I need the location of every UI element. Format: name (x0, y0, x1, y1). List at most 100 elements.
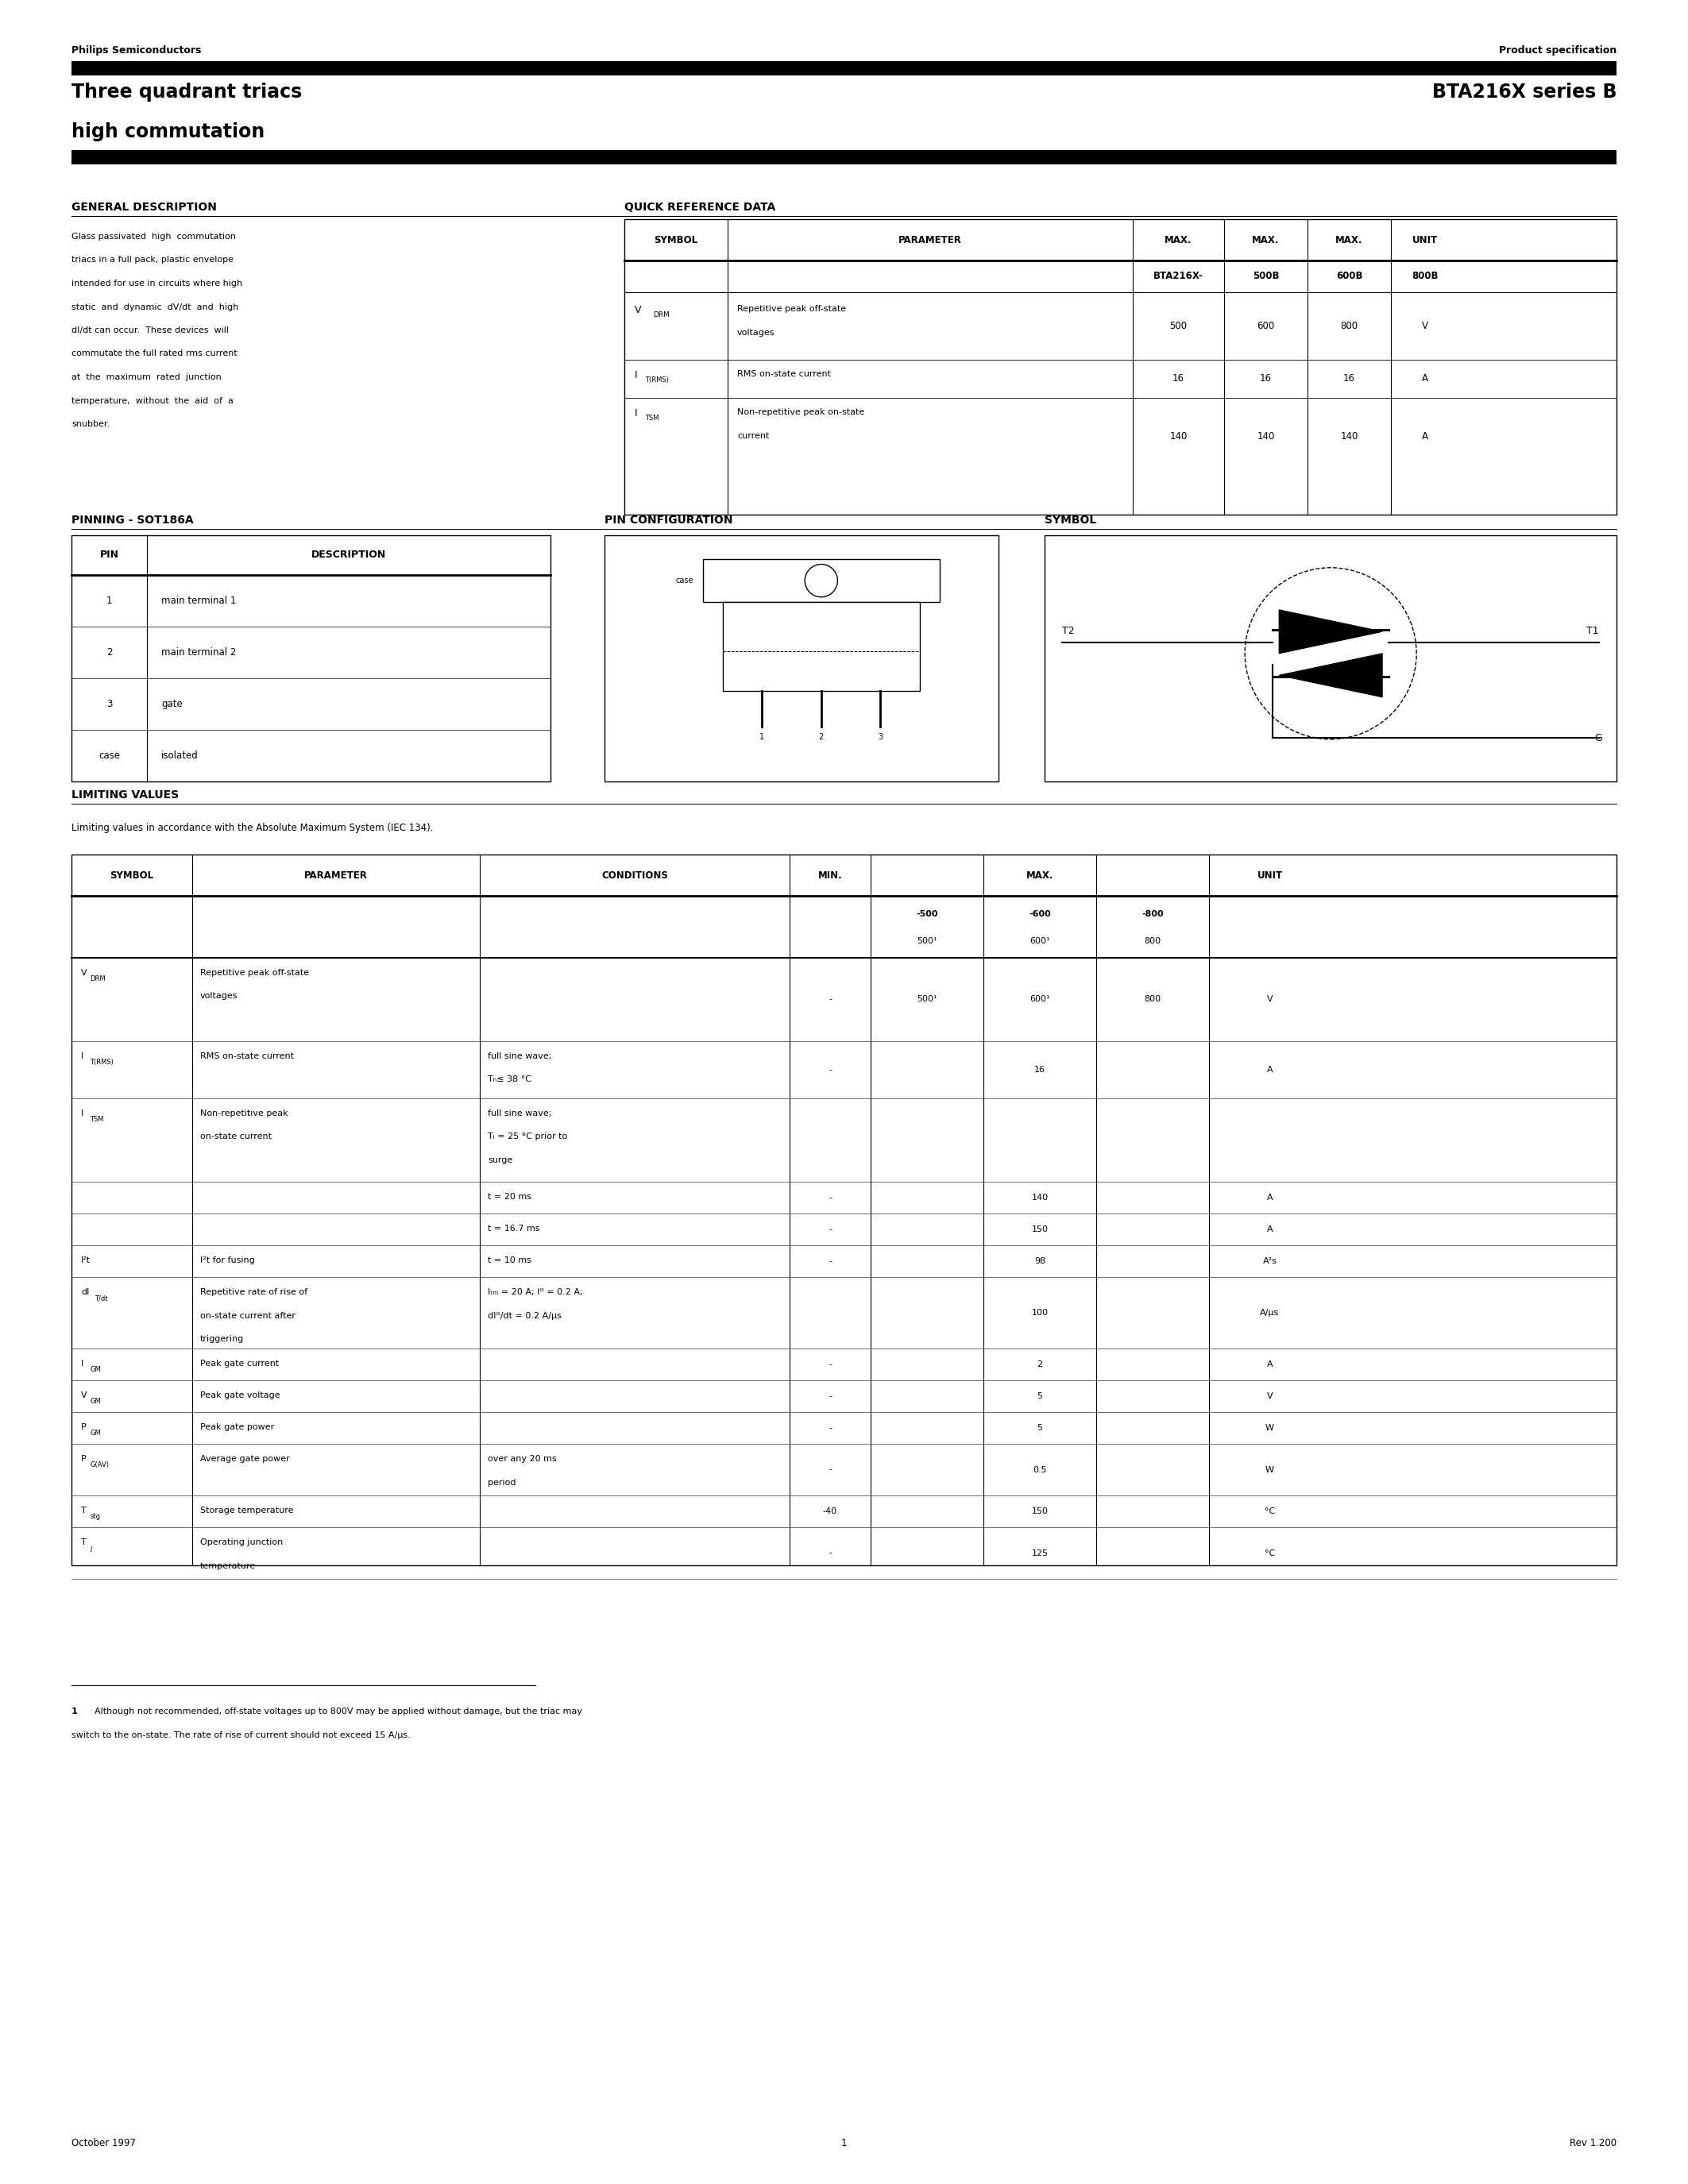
Bar (702, 559, 940, 603)
Text: full sine wave;: full sine wave; (488, 1109, 552, 1118)
Text: TSM: TSM (89, 1116, 105, 1123)
Text: T2: T2 (1062, 627, 1075, 636)
Text: A: A (1421, 373, 1428, 384)
Text: 16: 16 (1035, 1066, 1045, 1075)
Text: 5: 5 (1036, 1424, 1043, 1433)
Text: I²t: I²t (81, 1256, 91, 1265)
Text: gate: gate (162, 699, 182, 710)
Text: T/dt: T/dt (95, 1295, 108, 1302)
Text: A: A (1266, 1361, 1273, 1369)
Text: main terminal 1: main terminal 1 (162, 596, 236, 605)
Text: 140: 140 (1258, 430, 1274, 441)
Text: Although not recommended, off-state voltages up to 800V may be applied without d: Although not recommended, off-state volt… (89, 1708, 582, 1714)
Text: 16: 16 (1344, 373, 1355, 384)
Text: -: - (829, 1225, 832, 1234)
Text: Glass passivated  high  commutation: Glass passivated high commutation (71, 234, 236, 240)
Text: at  the  maximum  rated  junction: at the maximum rated junction (71, 373, 221, 382)
Text: Peak gate power: Peak gate power (201, 1424, 273, 1431)
Text: current: current (738, 432, 770, 439)
Text: 800: 800 (1340, 321, 1359, 332)
Text: G: G (1595, 732, 1602, 743)
Text: -: - (829, 1424, 832, 1433)
Text: high commutation: high commutation (71, 122, 265, 142)
Text: 150: 150 (1031, 1507, 1048, 1516)
Text: 600B: 600B (1335, 271, 1362, 282)
Text: I: I (635, 369, 638, 380)
Text: -800: -800 (1141, 911, 1163, 917)
Text: V: V (81, 970, 88, 976)
Polygon shape (1280, 653, 1382, 697)
Text: -: - (829, 1548, 832, 1557)
Text: -: - (829, 1258, 832, 1265)
Text: triacs in a full pack, plastic envelope: triacs in a full pack, plastic envelope (71, 256, 233, 264)
Text: DRM: DRM (653, 312, 670, 319)
Text: over any 20 ms: over any 20 ms (488, 1455, 557, 1463)
Text: 150: 150 (1031, 1225, 1048, 1234)
Text: PINNING - SOT186A: PINNING - SOT186A (71, 515, 194, 526)
Text: I: I (81, 1053, 84, 1059)
Text: Peak gate current: Peak gate current (201, 1361, 279, 1367)
Text: case: case (98, 751, 120, 760)
Text: Iₜₘ = 20 A; Iᴳ = 0.2 A;: Iₜₘ = 20 A; Iᴳ = 0.2 A; (488, 1289, 582, 1295)
Text: G(AV): G(AV) (89, 1461, 110, 1468)
Text: main terminal 2: main terminal 2 (162, 646, 236, 657)
Text: -: - (829, 1361, 832, 1369)
Text: Tᵢ = 25 °C prior to: Tᵢ = 25 °C prior to (488, 1133, 567, 1140)
Text: I²t for fusing: I²t for fusing (201, 1256, 255, 1265)
Text: triggering: triggering (201, 1334, 245, 1343)
Text: 125: 125 (1031, 1548, 1048, 1557)
Text: T(RMS): T(RMS) (645, 376, 668, 384)
Text: 600¹: 600¹ (1030, 996, 1050, 1002)
Text: -: - (829, 996, 832, 1002)
Text: DRM: DRM (89, 976, 106, 983)
Text: 500¹: 500¹ (917, 937, 937, 946)
Bar (1045, 535, 1617, 782)
Text: Non-repetitive peak: Non-repetitive peak (201, 1109, 289, 1118)
Text: I: I (635, 408, 638, 419)
Text: Rev 1.200: Rev 1.200 (1570, 2138, 1617, 2149)
Text: -40: -40 (824, 1507, 837, 1516)
Circle shape (805, 563, 837, 596)
Text: Repetitive peak off-state: Repetitive peak off-state (201, 970, 309, 976)
Text: T: T (81, 1507, 86, 1514)
Text: T1: T1 (1587, 627, 1599, 636)
Text: A: A (1266, 1066, 1273, 1075)
Text: GM: GM (89, 1431, 101, 1437)
Text: -: - (829, 1066, 832, 1075)
Bar (722, 603, 920, 690)
Text: PIN: PIN (100, 550, 118, 561)
Bar (71, 854, 1617, 1566)
Bar (71, 151, 1617, 164)
Text: 0.5: 0.5 (1033, 1465, 1047, 1474)
Text: Product specification: Product specification (1499, 46, 1617, 55)
Text: RMS on-state current: RMS on-state current (738, 369, 830, 378)
Text: Tₕ≤ 38 °C: Tₕ≤ 38 °C (488, 1077, 532, 1083)
Text: j: j (89, 1544, 93, 1553)
Text: 98: 98 (1035, 1258, 1045, 1265)
Text: 800: 800 (1144, 996, 1161, 1002)
Text: SYMBOL: SYMBOL (655, 234, 697, 245)
Text: 140: 140 (1031, 1195, 1048, 1201)
Text: 500B: 500B (1252, 271, 1280, 282)
Text: A²s: A²s (1263, 1258, 1276, 1265)
Text: I: I (81, 1109, 84, 1118)
Text: 2: 2 (106, 646, 111, 657)
Text: t = 10 ms: t = 10 ms (488, 1256, 532, 1265)
Text: 500: 500 (1170, 321, 1187, 332)
Text: °C: °C (1264, 1548, 1274, 1557)
Text: MAX.: MAX. (1252, 234, 1280, 245)
Text: 2: 2 (819, 734, 824, 740)
Text: voltages: voltages (738, 330, 775, 336)
Text: P: P (81, 1424, 86, 1431)
Text: 1: 1 (760, 734, 765, 740)
Text: 3: 3 (106, 699, 111, 710)
Text: 5: 5 (1036, 1391, 1043, 1400)
Polygon shape (1280, 609, 1382, 653)
Text: LIMITING VALUES: LIMITING VALUES (71, 788, 179, 802)
Text: dIᴳ/dt = 0.2 A/μs: dIᴳ/dt = 0.2 A/μs (488, 1313, 562, 1319)
Text: W: W (1266, 1424, 1274, 1433)
Text: static  and  dynamic  dV/dt  and  high: static and dynamic dV/dt and high (71, 304, 238, 310)
Text: 16: 16 (1259, 373, 1271, 384)
Text: -: - (829, 1465, 832, 1474)
Bar (71, 535, 550, 782)
